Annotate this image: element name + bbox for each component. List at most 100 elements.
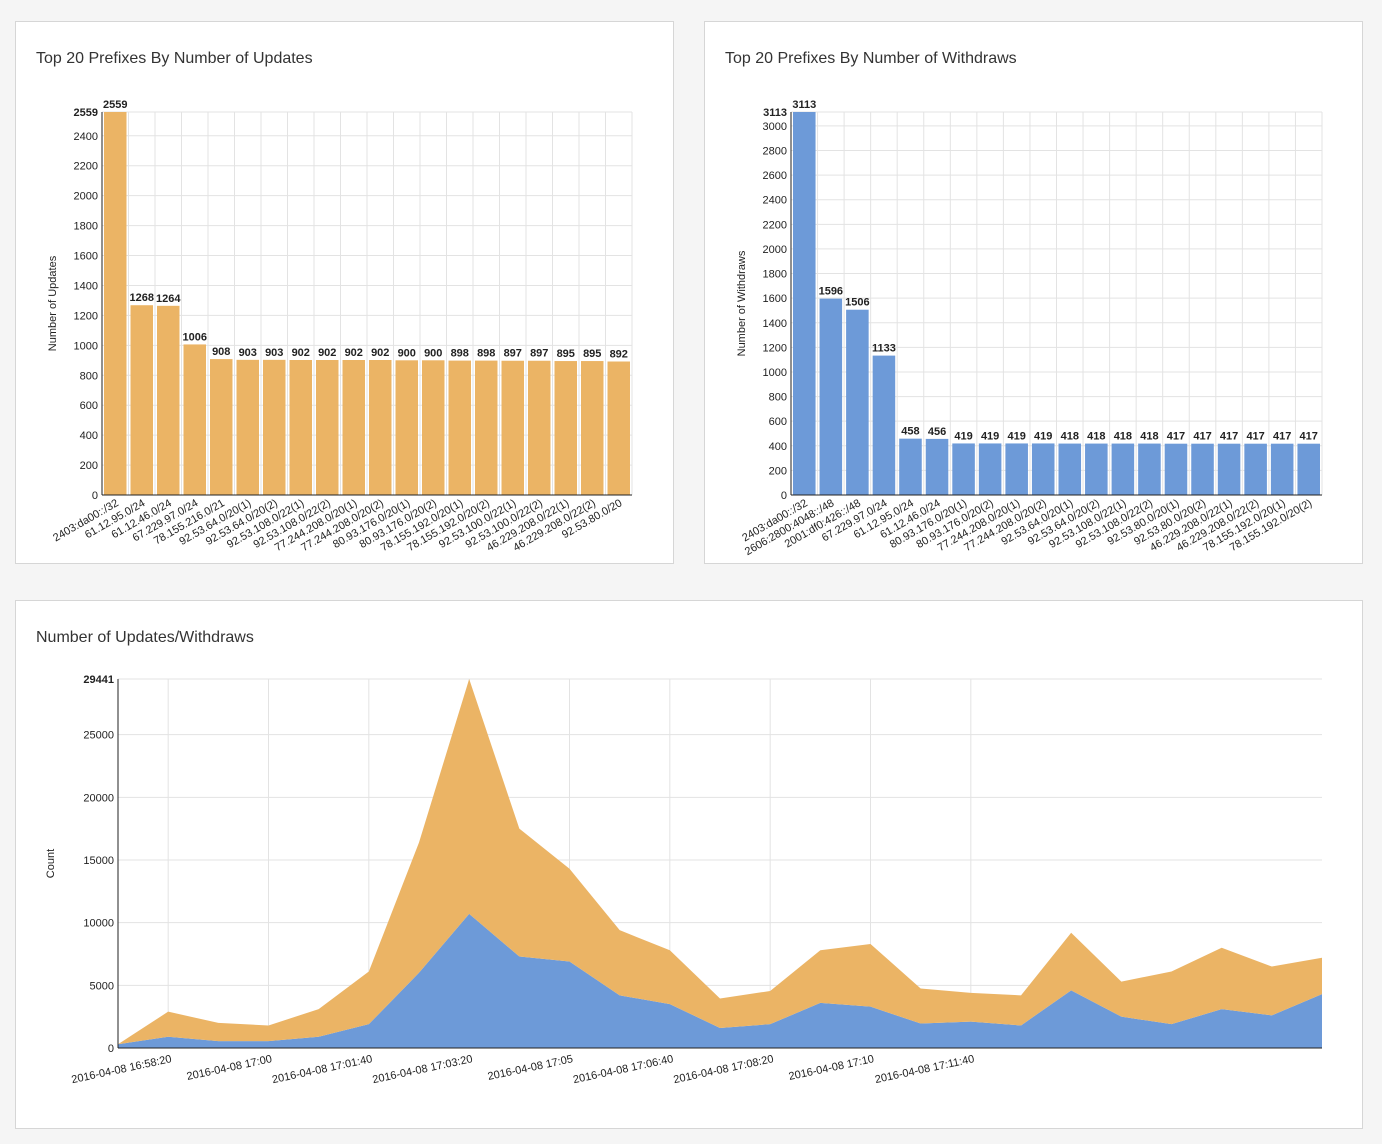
bar: [554, 361, 577, 495]
bar: [1270, 443, 1294, 495]
bar: [1111, 443, 1135, 495]
y-tick-label: 25000: [83, 730, 114, 742]
y-tick-label: 1600: [763, 293, 787, 305]
bar: [501, 360, 524, 495]
data-label: 897: [504, 348, 522, 360]
withdraws-chart-panel: Top 20 Prefixes By Number of Withdraws 0…: [704, 21, 1363, 564]
data-label: 417: [1273, 431, 1291, 443]
bar: [528, 360, 551, 495]
bar: [448, 360, 471, 495]
bar: [1138, 443, 1161, 495]
data-label: 1506: [845, 297, 869, 309]
data-label: 419: [954, 430, 972, 442]
y-tick-label: 1400: [74, 280, 98, 292]
y-tick-label: 20000: [83, 792, 114, 804]
bar: [316, 359, 339, 495]
data-label: 418: [1140, 431, 1158, 443]
y-tick-label: 600: [769, 416, 787, 428]
y-tick-label: 800: [769, 392, 787, 404]
data-label: 897: [530, 348, 548, 360]
y-tick-label: 0: [108, 1043, 114, 1055]
data-label: 1596: [819, 286, 843, 298]
y-tick-label: 1400: [763, 318, 787, 330]
data-label: 902: [345, 347, 363, 359]
data-label: 895: [557, 348, 575, 360]
bar: [263, 359, 286, 495]
data-label: 1006: [183, 331, 207, 343]
y-tick-label: 15000: [83, 855, 114, 867]
bar: [1217, 443, 1241, 495]
updates-bar-chart: 0 200 400 600 800 1000 1200 1400 1600 1800 2000 220…: [47, 99, 633, 554]
updates-area: [118, 679, 1322, 1045]
bar: [236, 359, 259, 495]
y-tick-label: 200: [80, 460, 98, 472]
data-label: 419: [981, 430, 999, 442]
data-label: 900: [398, 347, 416, 359]
x-tick-label: 2016-04-08 17:05: [487, 1053, 574, 1083]
bar: [422, 360, 445, 495]
data-label: 417: [1220, 431, 1238, 443]
data-label: 903: [239, 347, 257, 359]
y-tick-label: 2600: [763, 170, 787, 182]
data-label: 902: [371, 347, 389, 359]
y-tick-label: 200: [769, 465, 787, 477]
data-label: 892: [610, 348, 628, 360]
y-tick-label: 600: [80, 400, 98, 412]
y-tick-label: 1000: [763, 367, 787, 379]
bar: [819, 298, 843, 495]
bar: [183, 344, 206, 495]
y-tick-label: 0: [92, 490, 98, 502]
data-label: 418: [1061, 431, 1079, 443]
bar: [104, 112, 127, 495]
y-tick-label: 5000: [90, 980, 114, 992]
y-tick-label: 2400: [763, 195, 787, 207]
bar: [1005, 443, 1028, 495]
data-label: 419: [1034, 430, 1052, 442]
bar: [607, 361, 630, 495]
y-tick-label: 2200: [763, 219, 787, 231]
bar: [289, 359, 312, 495]
y-tick-label: 2559: [74, 107, 98, 119]
y-tick-label: 3000: [763, 121, 787, 133]
data-label: 418: [1087, 431, 1105, 443]
bar: [130, 305, 153, 495]
bar: [581, 361, 604, 495]
x-tick-label: 2016-04-08 17:00: [186, 1053, 273, 1083]
bar: [369, 359, 392, 495]
y-tick-label: 2000: [763, 244, 787, 256]
x-tick-label: 2016-04-08 17:01:40: [271, 1053, 373, 1086]
bar: [925, 438, 949, 495]
y-tick-label: 1600: [74, 251, 98, 263]
y-tick-label: 1800: [763, 269, 787, 281]
bar: [793, 112, 816, 495]
x-tick-label: 2016-04-08 17:03:20: [371, 1053, 473, 1086]
data-label: 456: [928, 426, 946, 438]
y-tick-label: 2000: [74, 191, 98, 203]
x-tick-label: 2016-04-08 17:08:20: [672, 1053, 774, 1086]
data-label: 1268: [130, 292, 154, 304]
y-tick-label: 400: [80, 430, 98, 442]
y-axis-title: Number of Withdraws: [736, 250, 748, 356]
bar: [846, 309, 869, 495]
y-tick-label: 1800: [74, 221, 98, 233]
y-tick-label: 400: [769, 441, 787, 453]
bar: [1058, 443, 1082, 495]
data-label: 419: [1007, 430, 1025, 442]
withdraws-bar-chart: 0 200 400 600 800 1000 1200 1400 1600 1800 2000 220…: [736, 99, 1323, 558]
x-tick-label: 2016-04-08 17:10: [788, 1053, 875, 1083]
data-label: 458: [901, 426, 919, 438]
y-tick-label: 800: [80, 370, 98, 382]
data-label: 3113: [792, 99, 816, 111]
data-label: 417: [1167, 431, 1185, 443]
bar: [157, 305, 180, 495]
x-tick-label: 2016-04-08 17:11:40: [874, 1053, 976, 1086]
bar: [395, 360, 418, 495]
bar: [1191, 443, 1214, 495]
y-tick-label: 0: [781, 490, 787, 502]
data-label: 908: [212, 346, 230, 358]
bar: [978, 443, 1002, 495]
y-tick-label: 1200: [763, 342, 787, 354]
timeline-chart-title: Number of Updates/Withdraws: [36, 629, 254, 646]
bar: [872, 355, 896, 495]
y-tick-label: 2400: [74, 131, 98, 143]
